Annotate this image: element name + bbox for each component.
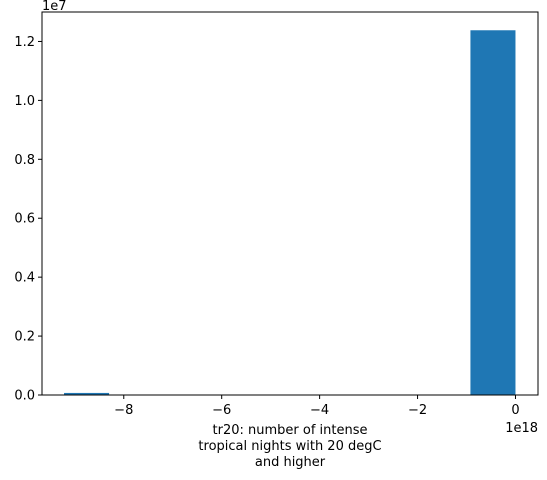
x-axis-label-line-2: tropical nights with 20 degC xyxy=(198,439,381,454)
x-tick-label: 0 xyxy=(511,403,519,418)
y-tick-label: 0.8 xyxy=(14,153,35,168)
y-tick-label: 1.0 xyxy=(14,94,35,109)
plot-frame xyxy=(41,11,539,396)
x-axis-ticks: −8 −6 −4 −2 0 xyxy=(114,395,520,418)
bars-layer xyxy=(64,30,516,396)
y-tick-label: 0.4 xyxy=(14,271,35,286)
x-axis-label-line-3: and higher xyxy=(255,455,326,470)
x-tick-label: −6 xyxy=(212,403,231,418)
y-axis-multiplier: 1e7 xyxy=(42,0,67,14)
y-tick-label: 0.0 xyxy=(14,389,35,404)
x-axis-multiplier: 1e18 xyxy=(505,421,538,436)
x-axis-label-line-1: tr20: number of intense xyxy=(213,423,368,438)
y-axis-ticks: 0.0 0.2 0.4 0.6 0.8 1.0 1.2 xyxy=(14,35,42,404)
x-tick-label: −4 xyxy=(310,403,329,418)
y-tick-label: 0.6 xyxy=(14,212,35,227)
y-tick-label: 1.2 xyxy=(14,35,35,50)
y-tick-label: 0.2 xyxy=(14,330,35,345)
histogram-bar xyxy=(470,30,516,396)
x-tick-label: −8 xyxy=(114,403,133,418)
histogram-bar xyxy=(64,392,110,395)
x-tick-label: −2 xyxy=(408,403,427,418)
